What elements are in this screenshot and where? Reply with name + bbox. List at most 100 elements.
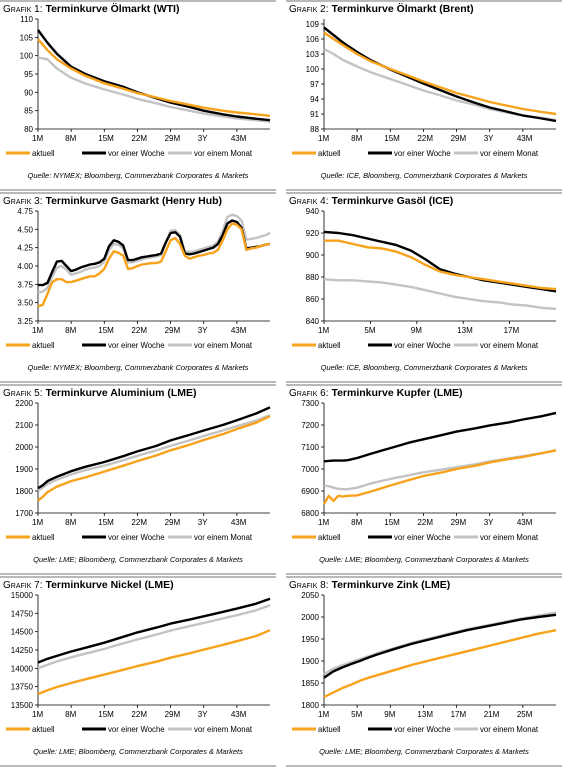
top-rule <box>0 576 276 578</box>
y-tick-label: 900 <box>306 251 320 260</box>
series-line-vor-einem-Monat <box>323 611 557 676</box>
y-tick-label: 2000 <box>301 613 319 622</box>
series-line-vor-einer-Woche <box>323 230 557 293</box>
x-tick-label: 29M <box>165 518 181 527</box>
chart-number: Grafik 2: <box>289 4 329 15</box>
y-tick-label: 4.75 <box>17 207 33 216</box>
chart-name: Terminkurve Nickel (LME) <box>45 579 174 591</box>
legend-label: vor einer Woche <box>394 725 451 734</box>
chart-svg: 1800 1850 1900 1950 2000 2050 1M 5M 9M 13M 17M 21M 2… <box>292 591 557 734</box>
x-tick-label: 15M <box>384 518 400 527</box>
x-tick-label: 8M <box>351 134 362 143</box>
top-rule <box>286 384 562 386</box>
series-line-vor-einem-Monat <box>37 213 271 294</box>
chart-name: Terminkurve Kupfer (LME) <box>331 387 463 399</box>
chart-panel-brent: Grafik 2: Terminkurve Ölmarkt (Brent) 88… <box>286 0 562 191</box>
x-tick-label: 8M <box>65 710 76 719</box>
y-tick-label: 103 <box>306 50 320 59</box>
x-tick-label: 43M <box>517 518 533 527</box>
legend-label: aktuell <box>32 149 55 158</box>
legend-label: vor einem Monat <box>194 341 253 350</box>
series-line-vor-einem-Monat <box>37 604 271 670</box>
legend-label: vor einer Woche <box>394 149 451 158</box>
series-line-vor-einer-Woche <box>323 613 557 679</box>
chart-svg: 3.25 3.50 3.75 4.00 4.25 4.50 4.75 1M 8M 15M 22M 29… <box>6 207 271 350</box>
y-tick-label: 4.25 <box>17 244 33 253</box>
series-line-vor-einem-Monat <box>37 56 271 123</box>
y-tick-label: 91 <box>310 110 319 119</box>
y-tick-label: 105 <box>20 33 34 42</box>
chart-svg: 80 85 90 95 100 105 110 1M 8M 15M 22M 29M 3Y 43M aktue… <box>6 15 271 158</box>
x-tick-label: 17M <box>504 326 520 335</box>
y-tick-label: 2200 <box>15 399 33 408</box>
x-tick-label: 8M <box>351 518 362 527</box>
chart-number: Grafik 4: <box>289 196 329 207</box>
chart-name: Terminkurve Gasöl (ICE) <box>331 195 454 207</box>
chart-title: Grafik 2: Terminkurve Ölmarkt (Brent) <box>289 3 474 15</box>
x-tick-label: 15M <box>384 134 400 143</box>
y-tick-label: 90 <box>24 88 33 97</box>
chart-svg: 13500 13750 14000 14250 14500 14750 15000 1M 8M 1… <box>6 591 271 734</box>
y-tick-label: 880 <box>306 273 320 282</box>
x-tick-label: 15M <box>98 326 114 335</box>
y-tick-label: 6900 <box>301 487 319 496</box>
x-tick-label: 22M <box>131 518 147 527</box>
x-tick-label: 1M <box>32 710 43 719</box>
legend-label: vor einer Woche <box>394 533 451 542</box>
series-line-vor-einer-Woche <box>323 411 557 463</box>
y-tick-label: 1700 <box>15 509 33 518</box>
x-tick-label: 3Y <box>198 326 208 335</box>
legend-label: vor einer Woche <box>108 725 165 734</box>
y-tick-label: 106 <box>306 35 320 44</box>
x-tick-label: 8M <box>65 134 76 143</box>
series-line-vor-einem-Monat <box>37 413 271 492</box>
top-rule <box>286 576 562 578</box>
y-tick-label: 88 <box>310 125 319 134</box>
y-tick-label: 15000 <box>11 591 34 600</box>
y-tick-label: 7200 <box>301 421 319 430</box>
legend-label: aktuell <box>318 725 341 734</box>
y-tick-label: 1800 <box>301 701 319 710</box>
y-tick-label: 3.25 <box>17 317 33 326</box>
y-tick-label: 2050 <box>301 591 319 600</box>
x-tick-label: 13M <box>457 326 473 335</box>
x-tick-label: 3Y <box>484 518 494 527</box>
legend-label: vor einem Monat <box>480 341 539 350</box>
chart-number: Grafik 6: <box>289 388 329 399</box>
x-tick-label: 43M <box>231 518 247 527</box>
chart-title: Grafik 3: Terminkurve Gasmarkt (Henry Hu… <box>3 195 222 207</box>
x-tick-label: 15M <box>98 518 114 527</box>
chart-svg: 1700 1800 1900 2000 2100 2200 1M 8M 15M 22M 29M 3Y 4… <box>6 399 271 542</box>
legend-label: vor einer Woche <box>394 341 451 350</box>
y-tick-label: 1800 <box>15 487 33 496</box>
y-tick-label: 13500 <box>11 701 34 710</box>
y-tick-label: 3.75 <box>17 280 33 289</box>
legend-label: aktuell <box>318 149 341 158</box>
y-tick-label: 1850 <box>301 679 319 688</box>
chart-source: Quelle: ICE, Bloomberg, Commerzbank Corp… <box>320 171 528 180</box>
chart-source: Quelle: NYMEX; Bloomberg, Commerzbank Co… <box>27 363 249 372</box>
y-tick-label: 4.50 <box>17 225 33 234</box>
y-tick-label: 7000 <box>301 465 319 474</box>
chart-panel-gasoil: Grafik 4: Terminkurve Gasöl (ICE) 840 860… <box>286 192 562 383</box>
y-tick-label: 100 <box>306 65 320 74</box>
legend-label: vor einer Woche <box>108 149 165 158</box>
top-rule <box>0 192 276 194</box>
legend-label: aktuell <box>318 341 341 350</box>
x-tick-label: 3Y <box>198 134 208 143</box>
x-tick-label: 22M <box>131 326 147 335</box>
legend-label: vor einer Woche <box>108 533 165 542</box>
x-tick-label: 17M <box>451 710 467 719</box>
chart-panel-aluminium: Grafik 5: Terminkurve Aluminium (LME) 17… <box>0 384 276 575</box>
legend-label: aktuell <box>32 341 55 350</box>
series-line-aktuell <box>37 415 271 502</box>
x-tick-label: 43M <box>231 134 247 143</box>
x-tick-label: 22M <box>131 710 147 719</box>
y-tick-label: 4.00 <box>17 262 33 271</box>
x-tick-label: 1M <box>32 326 43 335</box>
chart-number: Grafik 7: <box>3 580 43 591</box>
x-tick-label: 1M <box>32 134 43 143</box>
y-tick-label: 840 <box>306 317 320 326</box>
y-tick-label: 1900 <box>15 465 33 474</box>
y-tick-label: 1900 <box>301 657 319 666</box>
